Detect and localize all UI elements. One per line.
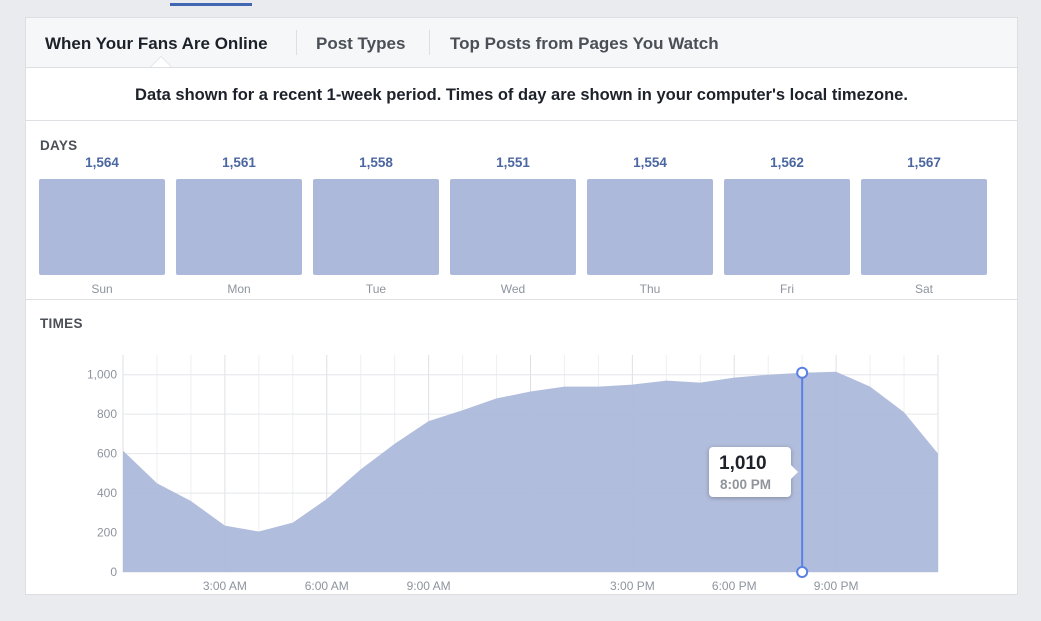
y-tick-label: 600 [97,447,117,461]
tab-separator [429,30,430,55]
day-axis-label: Sat [914,282,933,296]
day-bar[interactable] [587,179,713,275]
x-tick-label: 6:00 AM [305,579,349,593]
days-section-title: DAYS [40,138,78,153]
tooltip-value: 1,010 [719,453,767,474]
x-tick-label: 9:00 PM [814,579,859,593]
times-data-point [223,524,227,528]
y-tick-label: 400 [97,486,117,500]
times-data-point [936,452,940,456]
day-axis-label: Fri [780,282,794,296]
day-column-sat: 1,567 Sat [861,155,987,300]
times-data-point [189,499,193,503]
times-data-point [155,481,159,485]
y-tick-label: 1,000 [87,368,117,382]
tab-top-posts[interactable]: Top Posts from Pages You Watch [450,34,719,53]
day-axis-label: Wed [500,282,526,296]
times-data-point [766,373,770,377]
times-data-point [868,385,872,389]
x-tick-label: 3:00 PM [610,579,655,593]
hover-point-top [796,366,809,379]
tab-post-types[interactable]: Post Types [316,34,406,53]
day-bar[interactable] [39,179,165,275]
times-data-point [529,389,533,393]
times-data-point [902,410,906,414]
day-axis-label: Thu [639,282,661,296]
times-data-point [664,379,668,383]
day-value-label: 1,562 [770,155,804,170]
times-data-point [495,396,499,400]
y-tick-label: 0 [110,565,117,579]
day-value-label: 1,551 [496,155,530,170]
x-tick-label: 9:00 AM [407,579,451,593]
day-column-fri: 1,562 Fri [724,155,850,300]
day-column-sun: 1,564 Sun [39,155,165,300]
day-column-thu: 1,554 Thu [587,155,713,300]
day-axis-label: Sun [91,282,113,296]
day-bar[interactable] [176,179,302,275]
timezone-notice: Data shown for a recent 1-week period. T… [26,67,1017,121]
day-value-label: 1,554 [633,155,667,170]
chart-tooltip: 1,010 8:00 PM [709,447,798,497]
times-data-point [325,497,329,501]
times-data-point [461,408,465,412]
x-tick-label: 3:00 AM [203,579,247,593]
x-tick-label: 6:00 PM [712,579,757,593]
times-data-point [121,449,125,453]
hover-point-bottom [796,566,809,578]
tab-fans-online[interactable]: When Your Fans Are Online [45,34,268,53]
day-value-label: 1,558 [359,155,393,170]
day-bar[interactable] [861,179,987,275]
times-data-point [562,385,566,389]
tab-separator [296,30,297,55]
day-axis-label: Tue [365,282,387,296]
times-data-point [427,419,431,423]
times-data-point [393,442,397,446]
times-data-point [834,370,838,374]
times-data-point [596,385,600,389]
day-bar[interactable] [313,179,439,275]
times-area-chart[interactable]: 0 200 400 600 800 1,000 3:00 AM 6:00 AM 9:00 AM 3… [26,18,1019,596]
day-value-label: 1,567 [907,155,941,170]
times-data-point [698,381,702,385]
times-data-point [257,530,261,534]
day-bar[interactable] [450,179,576,275]
section-divider [26,299,1017,300]
times-data-point [359,467,363,471]
times-data-point [630,383,634,387]
tooltip-time: 8:00 PM [720,477,772,492]
day-column-tue: 1,558 Tue [313,155,439,300]
audience-insights-panel: When Your Fans Are Online Post Types Top… [25,17,1018,595]
top-accent-bar [170,3,252,6]
day-value-label: 1,561 [222,155,256,170]
day-axis-label: Mon [227,282,251,296]
times-data-point [732,376,736,380]
times-area-series [123,371,938,572]
times-section-title: TIMES [40,316,83,331]
day-bar[interactable] [724,179,850,275]
y-tick-label: 800 [97,407,117,421]
tab-bar: When Your Fans Are Online Post Types Top… [26,18,1017,68]
day-column-wed: 1,551 Wed [450,155,576,300]
times-data-point [291,521,295,525]
day-column-mon: 1,561 Mon [176,155,302,300]
day-value-label: 1,564 [85,155,119,170]
y-tick-label: 200 [97,526,117,540]
